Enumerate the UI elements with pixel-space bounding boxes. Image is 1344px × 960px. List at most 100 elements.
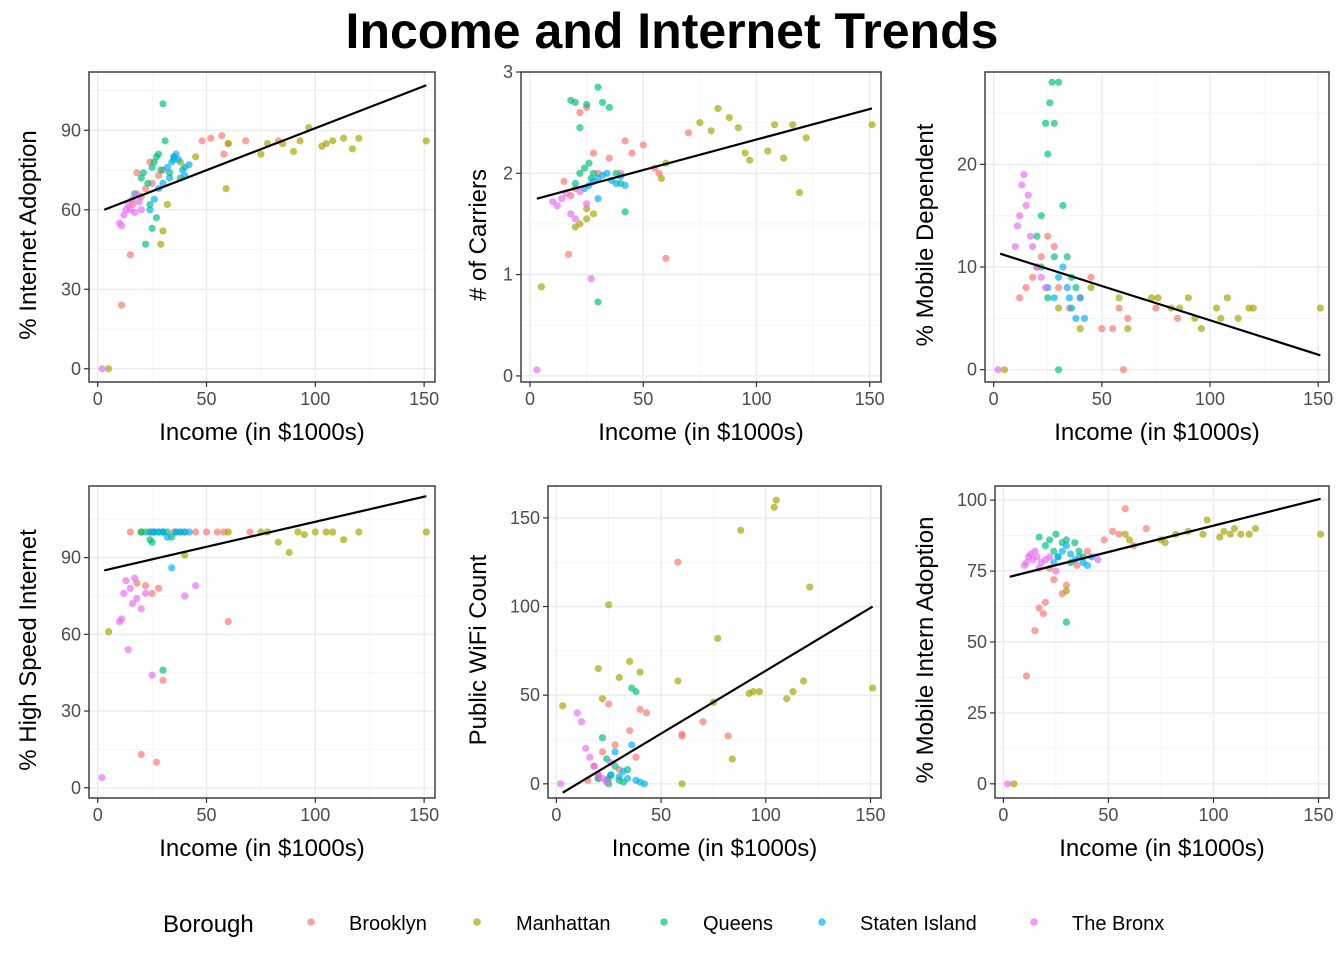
data-point [155,584,163,592]
data-point [1022,201,1030,210]
data-point [598,98,607,106]
data-point [1062,541,1071,550]
data-point [133,169,141,177]
y-axis-title: % Mobile Intern Adoption [912,517,939,784]
data-point [1000,366,1009,374]
x-axis-title: Income (in $1000s) [1059,835,1264,862]
data-point [636,668,644,676]
data-point [1249,304,1257,312]
y-axis-title: Public WiFi Count [465,554,492,745]
data-point [181,592,189,600]
legend-key [307,918,315,926]
data-point [577,718,586,726]
data-point [573,709,581,717]
y-tick-label: 1 [503,265,513,285]
y-tick-label: 3 [503,62,513,82]
y-tick-label: 100 [510,597,540,617]
x-tick-label: 100 [751,805,781,825]
data-point [571,98,579,106]
data-point [674,558,682,566]
data-point [128,600,137,608]
data-point [994,366,1002,374]
data-point [571,179,579,188]
data-point [1076,294,1084,302]
data-point [623,774,632,783]
y-axis-title: % Mobile Dependent [912,123,939,346]
data-point [1072,283,1080,292]
data-point [1044,150,1052,158]
data-point [192,582,200,590]
data-point [1046,553,1054,561]
data-point [1152,304,1160,312]
panel-4: 0 50 100 150 0 30 60 90 Income (in $1000s) % High… [15,485,439,862]
data-point [628,741,636,749]
data-point [1075,547,1083,555]
data-point [770,121,779,129]
y-tick-label: 0 [977,774,987,794]
data-point [678,732,686,740]
data-point [741,149,749,157]
data-point [1203,516,1211,524]
data-point [1037,253,1045,261]
data-point [571,215,579,223]
data-point [1121,505,1129,513]
data-point [322,528,330,536]
data-point [533,366,541,374]
data-point [150,195,158,203]
y-axis-title: % Internet Adoption [15,130,42,339]
data-point [224,139,232,148]
data-point [1039,610,1047,618]
data-point [611,741,619,749]
legend-entry: The Bronx [1030,913,1164,935]
data-point [1054,273,1063,281]
data-point [594,195,602,203]
panel-5: 0 50 100 150 0 50 100 150 Income (in $1000s) Publ… [465,485,886,862]
data-point [674,677,682,685]
data-point [155,150,163,158]
data-point [311,528,319,536]
data-point [242,137,250,145]
data-point [1050,119,1058,127]
data-point [148,224,156,232]
legend-label: Queens [703,913,773,935]
data-point [1212,304,1221,312]
data-point [1065,294,1073,302]
data-point [642,709,651,717]
trend-line [562,605,874,794]
data-point [185,161,193,169]
legend-key [660,918,668,926]
data-point [1011,242,1019,251]
figure-title: Income and Internet Trends [346,3,999,59]
data-point [207,134,215,142]
data-point [1087,273,1095,281]
data-point [159,528,167,536]
data-point [126,251,134,259]
data-point [1026,232,1035,240]
y-tick-label: 10 [957,257,977,277]
x-tick-label: 0 [93,389,103,409]
data-point [696,119,704,127]
data-point [567,210,575,218]
data-point [146,206,154,214]
data-point [611,748,619,756]
x-tick-label: 50 [651,805,671,825]
data-point [746,156,754,164]
x-tick-label: 0 [551,805,561,825]
x-tick-label: 150 [855,389,885,409]
points [556,496,877,788]
data-point [192,528,200,536]
data-point [1316,530,1325,538]
legend-entry: Staten Island [818,913,977,935]
data-point [1223,294,1231,302]
data-point [131,574,139,582]
data-point [1054,366,1063,374]
data-point [603,169,611,177]
data-point [1031,547,1039,555]
data-point [737,526,745,534]
data-point [632,753,640,761]
data-point [576,108,584,117]
x-axis-title: Income (in $1000s) [612,835,817,862]
legend-label: The Bronx [1072,913,1164,935]
data-point [1197,325,1205,333]
data-point [1109,527,1117,535]
